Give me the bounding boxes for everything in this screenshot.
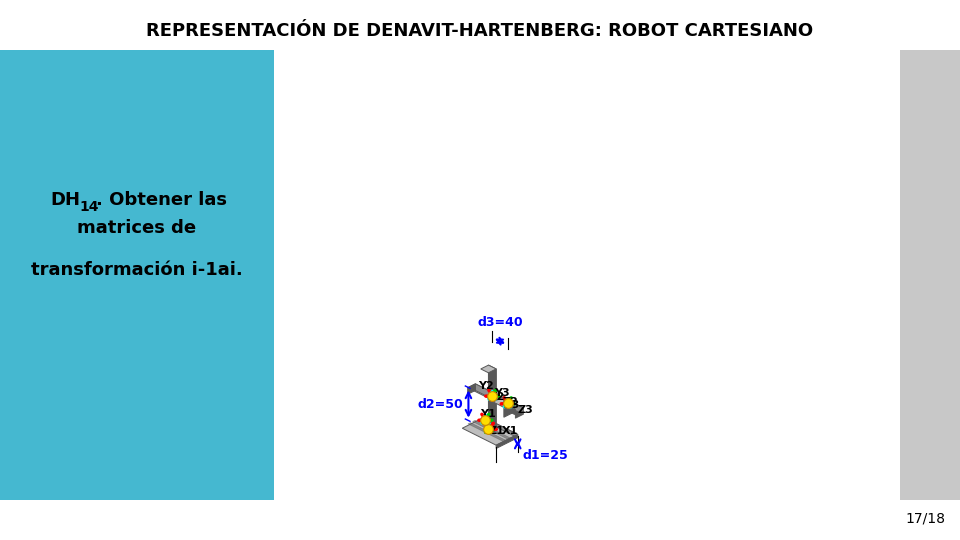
Polygon shape [468, 384, 523, 411]
Text: Z2: Z2 [502, 397, 518, 407]
Polygon shape [472, 420, 512, 440]
Text: matrices de: matrices de [78, 219, 197, 237]
Text: Z3: Z3 [517, 405, 534, 415]
Polygon shape [489, 365, 496, 430]
Text: Y2: Y2 [478, 381, 494, 391]
Text: X2: X2 [489, 392, 505, 402]
Text: d1=25: d1=25 [522, 449, 568, 462]
Polygon shape [475, 384, 523, 414]
Polygon shape [493, 396, 515, 407]
Text: X3: X3 [504, 400, 520, 410]
Text: X1: X1 [502, 426, 518, 436]
Polygon shape [468, 423, 508, 442]
Text: REPRESENTACIÓN DE DENAVIT-HARTENBERG: ROBOT CARTESIANO: REPRESENTACIÓN DE DENAVIT-HARTENBERG: RO… [147, 22, 813, 40]
Polygon shape [489, 369, 496, 434]
Text: transformación i-1ai.: transformación i-1ai. [31, 261, 243, 279]
Polygon shape [496, 434, 517, 449]
Text: . Obtener las: . Obtener las [96, 191, 227, 209]
Text: 17/18: 17/18 [905, 511, 945, 525]
Polygon shape [516, 408, 523, 418]
Text: Z1: Z1 [489, 426, 504, 436]
Polygon shape [504, 402, 515, 417]
Polygon shape [481, 365, 496, 373]
Polygon shape [504, 396, 515, 412]
Polygon shape [463, 417, 517, 445]
Text: d3=40: d3=40 [477, 316, 523, 329]
Text: Y3: Y3 [493, 388, 510, 399]
Bar [900, 50, 960, 500]
Polygon shape [484, 417, 517, 438]
Text: d2=50: d2=50 [418, 397, 464, 410]
Text: DH: DH [50, 191, 80, 209]
Polygon shape [468, 384, 475, 394]
Text: Y1: Y1 [480, 409, 496, 419]
Bar [0, 50, 274, 500]
Polygon shape [511, 407, 516, 415]
Text: 14: 14 [79, 200, 99, 214]
